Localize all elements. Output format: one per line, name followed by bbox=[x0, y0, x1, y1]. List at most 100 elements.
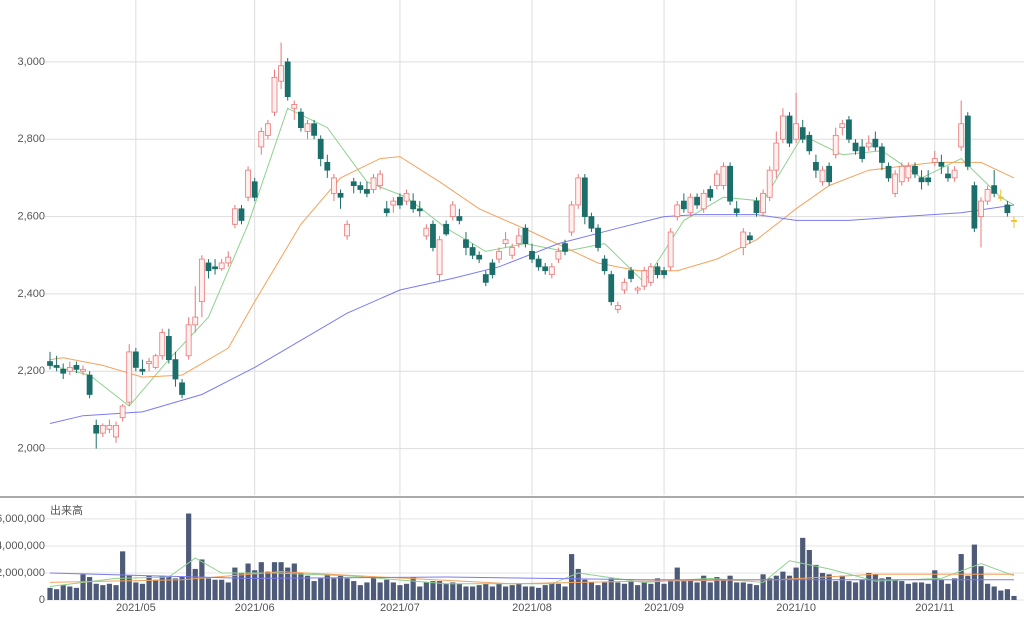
candle-body bbox=[350, 181, 357, 187]
volume-tick-label: 0 bbox=[39, 594, 45, 606]
volume-bar bbox=[879, 578, 885, 600]
candle-body bbox=[403, 192, 410, 202]
volume-bar bbox=[384, 579, 390, 600]
volume-bar bbox=[318, 578, 324, 600]
candle-body bbox=[304, 123, 311, 132]
candle-body bbox=[568, 204, 575, 233]
candle-body bbox=[951, 169, 958, 179]
moving-average bbox=[49, 557, 1015, 587]
volume-bar bbox=[872, 574, 878, 600]
volume-bar bbox=[205, 578, 212, 600]
candle-body bbox=[859, 146, 866, 159]
candle-body bbox=[364, 189, 370, 194]
volume-bar bbox=[819, 572, 826, 600]
volume-bar bbox=[839, 575, 845, 600]
candle-body bbox=[482, 274, 489, 283]
candle-body bbox=[509, 247, 516, 256]
candle-body bbox=[885, 165, 892, 179]
volume-bar bbox=[238, 572, 245, 600]
candle-body bbox=[608, 274, 615, 303]
candle-body bbox=[654, 266, 661, 275]
volume-bar bbox=[67, 586, 73, 600]
candle-body bbox=[205, 262, 212, 272]
volume-bar bbox=[965, 575, 971, 600]
candle-body bbox=[1004, 204, 1011, 214]
volume-bar bbox=[588, 582, 595, 600]
candle-body bbox=[132, 351, 139, 368]
volume-bar bbox=[780, 571, 786, 600]
candle-body bbox=[879, 146, 885, 163]
volume-bar bbox=[536, 587, 542, 600]
candle-body bbox=[245, 169, 251, 198]
volume-bar bbox=[133, 582, 139, 600]
volume-bar bbox=[885, 577, 892, 600]
volume-bar bbox=[331, 578, 337, 600]
candle-body bbox=[311, 123, 318, 136]
volume-bar bbox=[641, 582, 647, 600]
volume-bar bbox=[912, 582, 918, 600]
volume-bar bbox=[674, 567, 680, 600]
volume-bar bbox=[866, 572, 872, 600]
volume-bar bbox=[476, 585, 482, 600]
candle-body bbox=[126, 351, 133, 403]
volume-bar bbox=[740, 582, 746, 600]
candle-body bbox=[212, 266, 218, 270]
candle-body bbox=[647, 266, 654, 283]
candle-body bbox=[377, 173, 384, 187]
volume-bar bbox=[47, 587, 53, 600]
x-tick-label: 2021/09 bbox=[644, 602, 684, 614]
candle-body bbox=[707, 189, 714, 198]
candle-body bbox=[641, 270, 648, 287]
candle-body bbox=[667, 231, 674, 268]
candle-body bbox=[496, 250, 502, 260]
volume-bar bbox=[899, 581, 905, 600]
candle-body bbox=[86, 374, 93, 395]
volume-bar bbox=[311, 581, 317, 600]
y-tick-label: 2,600 bbox=[17, 210, 45, 222]
volume-bar bbox=[397, 585, 403, 600]
candle-body bbox=[337, 192, 344, 198]
candle-body bbox=[463, 239, 469, 248]
candle-body bbox=[945, 173, 951, 179]
candle-body bbox=[324, 162, 331, 171]
volume-bar bbox=[892, 579, 898, 600]
candle-body bbox=[839, 123, 846, 129]
candle-body bbox=[793, 123, 800, 140]
volume-bar bbox=[278, 562, 284, 600]
candle-body bbox=[317, 138, 324, 159]
candle-body bbox=[846, 119, 852, 140]
volume-bar bbox=[694, 582, 700, 600]
volume-bar bbox=[516, 583, 522, 600]
volume-bar bbox=[938, 579, 944, 600]
volume-bar bbox=[93, 583, 99, 600]
candle-body bbox=[964, 115, 971, 167]
volume-bar bbox=[753, 585, 760, 600]
candle-body bbox=[298, 111, 304, 129]
volume-bar bbox=[595, 585, 601, 600]
volume-bar bbox=[806, 550, 812, 600]
volume-bar bbox=[978, 566, 984, 600]
volume-bar bbox=[80, 574, 86, 600]
volume-bar bbox=[87, 577, 93, 600]
candle-body bbox=[601, 258, 608, 272]
candle-body bbox=[720, 165, 727, 187]
volume-bar bbox=[932, 570, 938, 600]
candle-body bbox=[271, 76, 278, 113]
candle-body bbox=[575, 177, 582, 206]
volume-bar bbox=[106, 583, 113, 600]
y-tick-label: 2,800 bbox=[17, 133, 45, 145]
candle-body bbox=[410, 200, 417, 210]
candle-body bbox=[925, 177, 932, 183]
volume-bar bbox=[681, 581, 687, 600]
volume-bar bbox=[357, 585, 363, 600]
volume-bar bbox=[918, 582, 925, 600]
candle-body bbox=[423, 227, 430, 237]
candle-body bbox=[826, 165, 833, 183]
candle-body bbox=[456, 216, 463, 221]
candle-body bbox=[819, 169, 826, 183]
candle-body bbox=[978, 200, 984, 217]
volume-bar bbox=[529, 586, 535, 600]
volume-bar bbox=[846, 581, 852, 600]
candle-body bbox=[905, 165, 912, 179]
candle-body bbox=[865, 142, 872, 148]
